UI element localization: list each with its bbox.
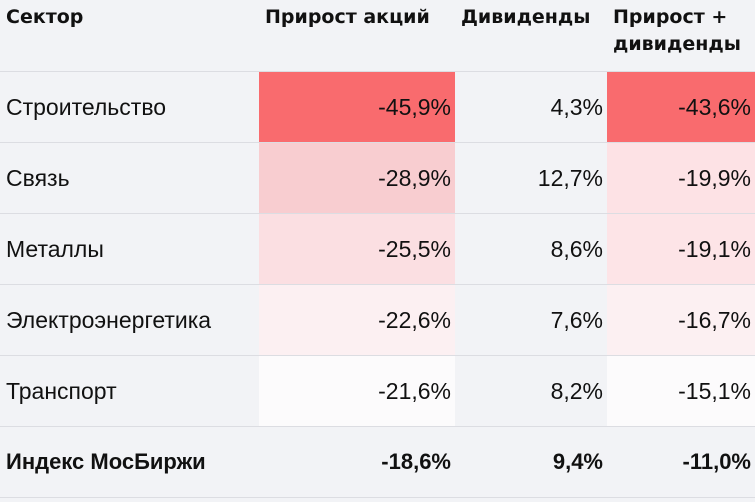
dividends-cell: 9,4% <box>455 426 607 498</box>
growth-cell: -45,9% <box>259 71 455 143</box>
total-cell: -16,7% <box>607 284 755 356</box>
header-row: Сектор Прирост акций Дивиденды Прирост +… <box>0 0 755 72</box>
total-cell: -19,1% <box>607 213 755 285</box>
total-cell: -15,1% <box>607 355 755 427</box>
dividends-cell: 4,3% <box>455 71 607 143</box>
sector-cell: Связь <box>0 142 259 214</box>
table-row: Электроэнергетика -22,6% 7,6% -16,7% <box>0 284 755 356</box>
dividends-cell: 12,7% <box>455 142 607 214</box>
sector-cell: Электроэнергетика <box>0 284 259 356</box>
dividends-cell: 7,6% <box>455 284 607 356</box>
header-total-line1: Прирост + <box>613 6 728 28</box>
total-cell: -19,9% <box>607 142 755 214</box>
growth-cell: -28,9% <box>259 142 455 214</box>
growth-cell: -25,5% <box>259 213 455 285</box>
table-row: Связь -28,9% 12,7% -19,9% <box>0 142 755 214</box>
sector-cell: Металлы <box>0 213 259 285</box>
growth-cell: -22,6% <box>259 284 455 356</box>
dividends-cell: 8,2% <box>455 355 607 427</box>
header-growth: Прирост акций <box>259 0 455 72</box>
table-row: Металлы -25,5% 8,6% -19,1% <box>0 213 755 285</box>
table-row: Транспорт -21,6% 8,2% -15,1% <box>0 355 755 427</box>
sector-cell: Строительство <box>0 71 259 143</box>
header-total-line2: дивиденды <box>613 33 741 55</box>
table-row: Строительство -45,9% 4,3% -43,6% <box>0 71 755 143</box>
header-dividends: Дивиденды <box>455 0 607 72</box>
index-total-row: Индекс МосБиржи -18,6% 9,4% -11,0% <box>0 426 755 498</box>
total-cell: -11,0% <box>607 426 755 498</box>
total-cell: -43,6% <box>607 71 755 143</box>
sector-cell: Индекс МосБиржи <box>0 426 259 498</box>
header-sector: Сектор <box>0 0 259 72</box>
growth-cell: -21,6% <box>259 355 455 427</box>
sector-cell: Транспорт <box>0 355 259 427</box>
growth-cell: -18,6% <box>259 426 455 498</box>
header-total: Прирост + дивиденды <box>607 0 755 72</box>
dividends-cell: 8,6% <box>455 213 607 285</box>
